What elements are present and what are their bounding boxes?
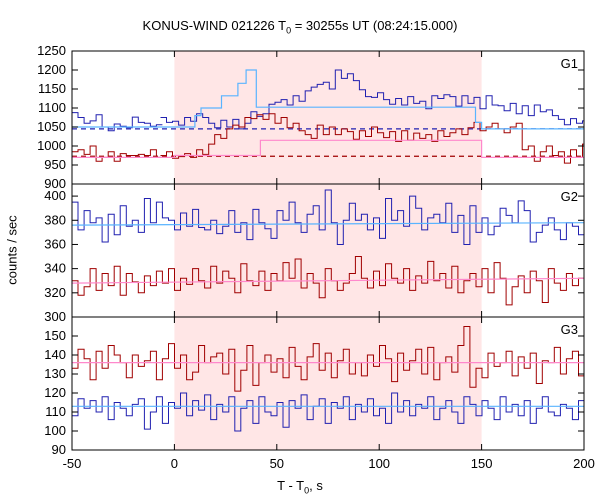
x-tick-label: 0 [171,456,178,471]
fit-line [72,139,584,158]
y-tick-label: 1200 [37,62,66,77]
y-tick-label: 950 [44,157,66,172]
chart-title: KONUS-WIND 021226 T0 = 30255s UT (08:24:… [142,18,458,36]
y-tick-label: 1100 [38,100,66,115]
light-curve-series [72,189,585,245]
y-tick-label: 1150 [38,81,66,96]
y-tick-label: 320 [44,285,66,300]
y-tick-label: 130 [44,366,66,381]
light-curve-series [72,392,585,432]
y-tick-label: 140 [44,347,66,362]
x-tick-label: 100 [368,456,390,471]
y-tick-label: 1250 [37,43,66,58]
light-curve-series [72,326,585,392]
x-axis-label: T - T0, s [277,478,323,496]
y-axis-label: counts / sec [4,215,20,285]
light-curve-series [72,256,584,306]
y-tick-label: 90 [52,442,66,457]
y-tick-label: 1050 [37,119,66,134]
panel-label-g1: G1 [561,56,578,71]
y-tick-label: 100 [44,423,66,438]
light-curve-series [160,113,585,171]
x-tick-label: -50 [63,456,82,471]
y-tick-label: 300 [44,309,66,324]
y-tick-label: 380 [44,212,66,227]
y-tick-label: 120 [44,385,66,400]
y-tick-label: 900 [44,176,66,191]
light-curve-series [72,145,163,162]
panel-label-g2: G2 [561,189,578,204]
y-tick-label: 400 [44,188,66,203]
panel-label-g3: G3 [561,322,578,337]
fit-line [71,222,585,226]
fit-line [71,277,585,284]
burst-interval-shade [174,317,482,450]
y-tick-label: 1000 [37,138,66,153]
light-curve-series [72,112,163,132]
x-tick-label: 50 [270,456,284,471]
y-tick-label: 340 [44,261,66,276]
x-tick-label: 150 [471,456,493,471]
y-tick-label: 150 [44,328,66,343]
burst-interval-shade [174,184,482,317]
y-tick-label: 360 [44,236,66,251]
x-tick-label: 200 [573,456,595,471]
y-tick-label: 110 [45,404,66,419]
panel-frame [71,316,585,451]
fit-line [72,69,584,130]
burst-interval-shade [174,51,482,184]
